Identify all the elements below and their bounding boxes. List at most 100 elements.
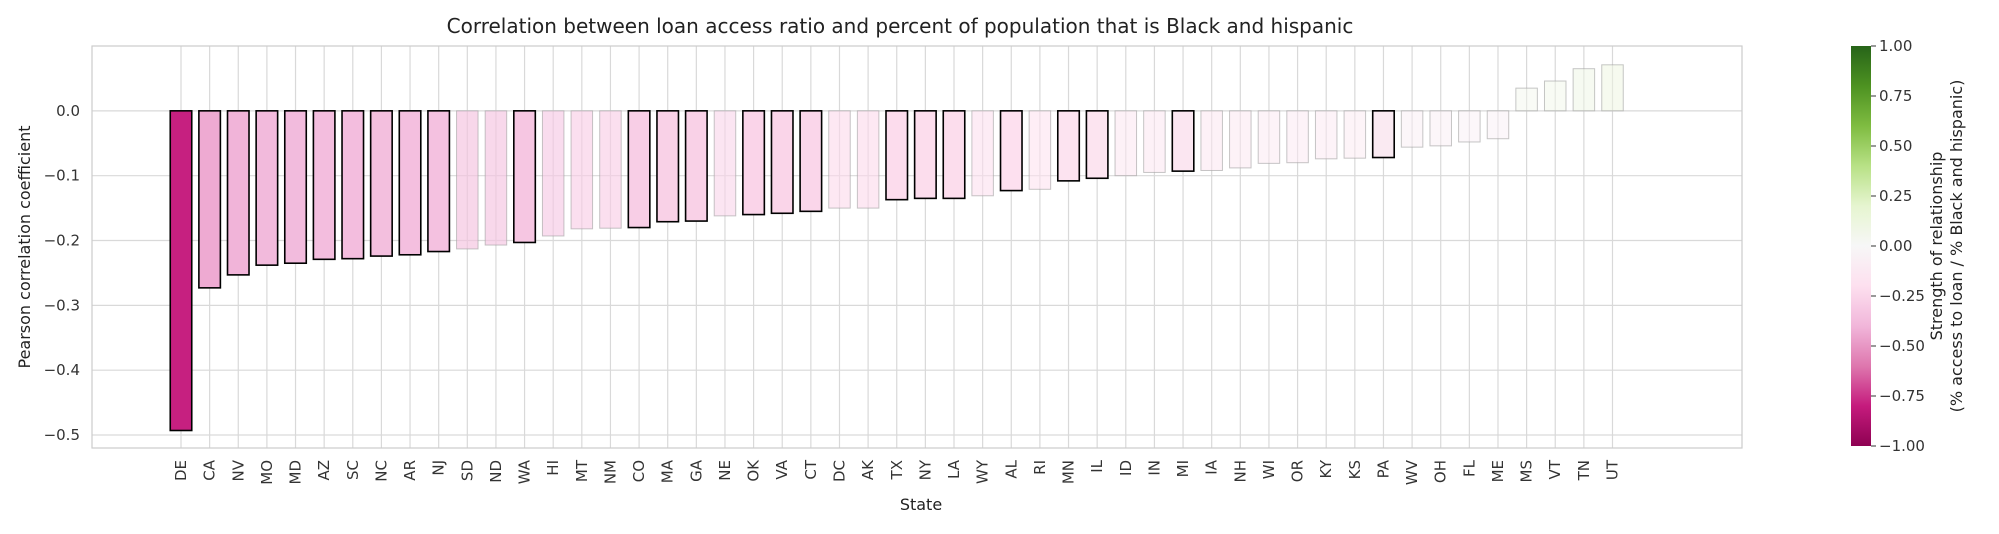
- x-tick-label: AL: [1002, 459, 1020, 478]
- x-tick-label: DE: [172, 460, 190, 481]
- grid-lines: [92, 46, 1742, 448]
- bar-wi: [1257, 110, 1281, 164]
- x-tick-label: AK: [859, 459, 877, 480]
- colorbar-tick-label: 0.00: [1879, 237, 1912, 255]
- colorbar: [1851, 46, 1871, 446]
- x-tick-label: IA: [1203, 459, 1221, 474]
- bar-nv: [226, 110, 250, 276]
- x-tick-label: OK: [745, 459, 763, 482]
- x-tick-label: WI: [1260, 460, 1278, 479]
- x-tick-label: OH: [1432, 460, 1450, 483]
- bar-ri: [1028, 110, 1052, 190]
- chart-title: Correlation between loan access ratio an…: [447, 14, 1354, 38]
- bar-ks: [1343, 110, 1367, 159]
- colorbar-tick-label: −0.50: [1879, 337, 1925, 355]
- bar-ma: [656, 110, 680, 223]
- x-tick-label: CA: [201, 459, 219, 480]
- x-tick-label: KY: [1317, 459, 1335, 478]
- bar-fl: [1458, 110, 1481, 143]
- bar-dc: [828, 110, 851, 209]
- bar-ar: [398, 110, 422, 256]
- bar-ca: [198, 110, 222, 289]
- x-tick-label: MA: [659, 459, 677, 483]
- x-tick-label: HI: [544, 460, 562, 476]
- x-tick-labels: DE CA NV MO MD AZ SC NC AR NJ SD ND WA HI MT NM CO MA GA NE…: [172, 459, 1622, 485]
- x-tick-label: ND: [487, 460, 505, 483]
- bar-vt: [1543, 80, 1567, 112]
- bar-ky: [1314, 110, 1338, 160]
- x-tick-label: MO: [258, 460, 276, 485]
- x-tick-label: AZ: [315, 460, 333, 481]
- x-tick-label: MN: [1060, 460, 1078, 484]
- x-tick-label: ID: [1117, 460, 1135, 476]
- x-tick-label: TX: [888, 460, 906, 480]
- x-tick-label: NY: [916, 459, 934, 480]
- bar-ga: [684, 110, 708, 222]
- bar-nj: [427, 110, 451, 253]
- bar-sc: [341, 110, 365, 260]
- x-tick-label: RI: [1031, 460, 1049, 475]
- x-tick-label: ME: [1489, 460, 1507, 482]
- bar-id: [1114, 110, 1138, 177]
- y-axis-label: Pearson correlation coefficient: [15, 126, 34, 369]
- x-tick-label: PA: [1374, 459, 1392, 478]
- bar-tn: [1572, 68, 1596, 112]
- colorbar-tick-label: 0.50: [1879, 137, 1912, 155]
- x-tick-label: NV: [229, 459, 247, 481]
- x-tick-label: MT: [573, 459, 591, 482]
- x-tick-label: NM: [601, 460, 619, 484]
- bar-wa: [513, 110, 537, 244]
- y-tick-label: −0.5: [44, 426, 80, 444]
- bar-ms: [1515, 87, 1538, 112]
- x-tick-label: OR: [1289, 460, 1307, 482]
- x-tick-label: SC: [344, 460, 362, 480]
- bar-pa: [1371, 110, 1396, 159]
- bar-nc: [369, 110, 393, 257]
- bar-mo: [255, 110, 279, 266]
- colorbar-ticks: 1.00 0.75 0.50 0.25 0.00 −0.25 −0.50 −0.75 −1.00: [1871, 37, 1925, 455]
- colorbar-tick-label: 1.00: [1879, 37, 1912, 55]
- bars-group: [169, 64, 1624, 432]
- bar-wy: [971, 110, 994, 197]
- bar-md: [283, 110, 308, 265]
- colorbar-tick-label: −0.75: [1879, 387, 1925, 405]
- x-tick-label: WA: [516, 459, 534, 484]
- bar-mn: [1056, 110, 1081, 182]
- bar-ia: [1200, 110, 1223, 171]
- x-tick-label: IN: [1145, 460, 1163, 476]
- bar-in: [1143, 110, 1166, 173]
- y-tick-label: −0.4: [44, 361, 80, 379]
- bar-mi: [1171, 110, 1195, 172]
- x-tick-label: SD: [458, 460, 476, 481]
- x-tick-label: IL: [1088, 459, 1106, 472]
- colorbar-tick-label: 0.75: [1879, 87, 1912, 105]
- x-tick-label: WV: [1403, 459, 1421, 485]
- x-tick-label: DC: [830, 460, 848, 482]
- x-tick-label: CO: [630, 460, 648, 482]
- x-tick-label: NH: [1231, 460, 1249, 483]
- x-tick-label: MI: [1174, 460, 1192, 477]
- x-tick-label: AR: [401, 460, 419, 481]
- bar-la: [942, 110, 966, 200]
- bar-de: [169, 110, 193, 432]
- x-tick-label: CT: [802, 459, 820, 479]
- x-tick-label: NC: [372, 460, 390, 482]
- bar-me: [1486, 110, 1510, 140]
- y-tick-labels: 0.0 −0.1 −0.2 −0.3 −0.4 −0.5: [44, 102, 80, 444]
- bar-ct: [799, 110, 823, 213]
- x-tick-label: KS: [1346, 460, 1364, 479]
- plot-frame: [91, 45, 1743, 449]
- colorbar-tick-label: −0.25: [1879, 287, 1925, 305]
- y-tick-label: 0.0: [56, 102, 80, 120]
- bar-nd: [484, 110, 508, 246]
- colorbar-label-line2: (% access to loan / % Black and hispanic…: [1947, 80, 1966, 413]
- colorbar-tick-label: 0.25: [1879, 187, 1912, 205]
- bar-ny: [913, 110, 937, 200]
- x-tick-label: MD: [287, 460, 305, 485]
- x-tick-label: MS: [1518, 460, 1536, 482]
- y-tick-label: −0.2: [44, 232, 80, 250]
- bar-or: [1286, 110, 1309, 164]
- bar-oh: [1429, 110, 1452, 147]
- y-tick-label: −0.3: [44, 296, 80, 314]
- bar-ut: [1601, 64, 1624, 112]
